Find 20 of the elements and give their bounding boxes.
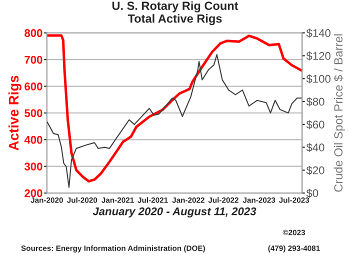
y2-tick-label: $100 (306, 74, 330, 84)
y2-tick-label: $40 (306, 143, 324, 152)
y2-tick-label: $80 (306, 97, 324, 106)
y2-tick-label: $120 (306, 52, 330, 61)
y-tick-label: 600 (24, 82, 42, 90)
y-tick-label: 500 (24, 109, 42, 118)
line-series (46, 54, 302, 188)
y2-axis-title: Crude Oil Spot Price $ / Barrel (334, 34, 345, 192)
y2-tick-label: $0 (306, 188, 318, 198)
y2-tick-label: $140 (306, 28, 330, 38)
chart-title: U. S. Rotary Rig Count Total Active Rigs (112, 1, 238, 26)
y-tick-label: 200 (24, 189, 42, 198)
y-tick-label: 300 (24, 162, 42, 170)
y-tick-label: 800 (24, 29, 42, 38)
y-tick-label: 400 (24, 136, 42, 144)
y2-tick-label: $60 (306, 120, 324, 130)
x-axis-title: January 2020 - August 11, 2023 (92, 207, 256, 218)
y-tick-label: 700 (24, 56, 42, 64)
y-axis-title: Active Rigs (8, 76, 22, 150)
y2-tick-label: $20 (306, 166, 324, 175)
